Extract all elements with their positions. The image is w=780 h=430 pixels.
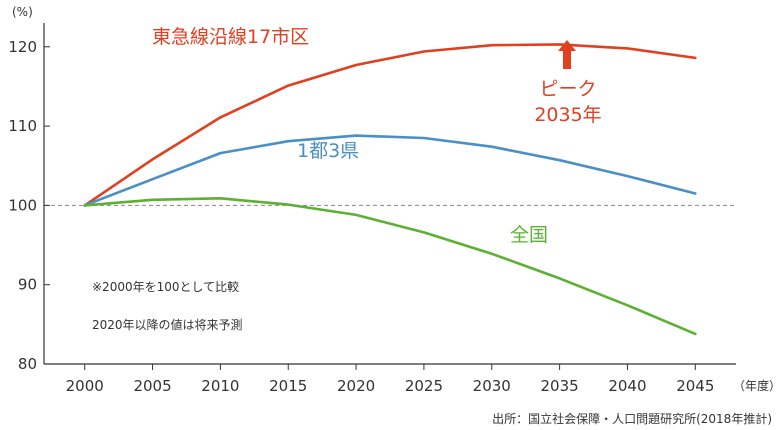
series-label-1to3ken: 1都3県 <box>297 140 359 162</box>
series-line-0 <box>83 43 697 207</box>
note-baseline: ※2000年を100として比較 <box>92 279 239 294</box>
peak-arrow-icon <box>558 40 576 69</box>
x-tick-label: 2015 <box>269 377 307 395</box>
y-tick-label: 100 <box>8 196 37 214</box>
y-tick-label: 110 <box>8 117 37 135</box>
peak-label-year: 2035年 <box>534 104 601 126</box>
y-tick-label: 80 <box>18 355 37 373</box>
series-line-1 <box>83 134 697 207</box>
x-tick-label: 2035 <box>541 377 579 395</box>
peak-label-title: ピーク <box>539 78 596 100</box>
source-note: 出所：国立社会保障・人口問題研究所(2018年推計) <box>492 411 772 426</box>
x-axis-unit: （年度） <box>733 378 780 393</box>
series-label-national: 全国 <box>510 224 548 246</box>
x-tick-label: 2030 <box>473 377 511 395</box>
note-forecast: 2020年以降の値は将来予測 <box>92 317 243 332</box>
x-tick-label: 2020 <box>337 377 375 395</box>
series-label-tokyu: 東急線沿線17市区 <box>152 26 309 48</box>
y-tick-label: 120 <box>8 38 37 56</box>
y-tick-label: 90 <box>18 276 37 294</box>
x-tick-label: 2025 <box>405 377 443 395</box>
x-tick-label: 2045 <box>676 377 714 395</box>
x-tick-label: 2005 <box>133 377 171 395</box>
x-tick-label: 2000 <box>66 377 104 395</box>
x-tick-label: 2040 <box>608 377 646 395</box>
y-axis-unit: (%) <box>12 5 33 19</box>
x-tick-label: 2010 <box>201 377 239 395</box>
series-line-2 <box>83 197 697 336</box>
